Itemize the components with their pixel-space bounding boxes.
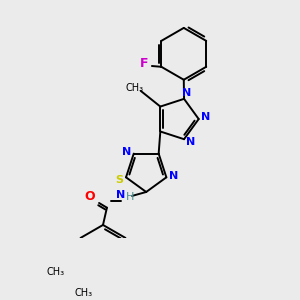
Text: CH₃: CH₃ xyxy=(46,267,64,277)
Text: N: N xyxy=(182,88,191,98)
Text: S: S xyxy=(115,175,123,185)
Text: N: N xyxy=(169,171,178,181)
Text: CH₃: CH₃ xyxy=(125,83,143,93)
Text: O: O xyxy=(84,190,95,203)
Text: N: N xyxy=(186,136,195,147)
Text: N: N xyxy=(116,190,126,200)
Text: F: F xyxy=(140,57,148,70)
Text: CH₃: CH₃ xyxy=(74,288,92,298)
Text: H: H xyxy=(126,193,135,202)
Text: N: N xyxy=(122,147,131,157)
Text: N: N xyxy=(201,112,210,122)
